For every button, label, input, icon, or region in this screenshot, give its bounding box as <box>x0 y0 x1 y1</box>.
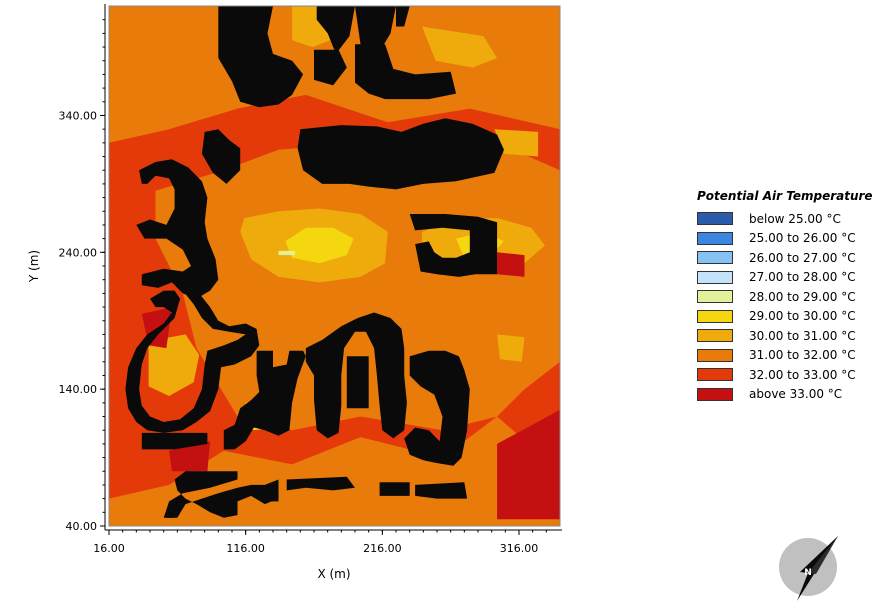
y-axis-title: Y (m) <box>27 250 41 283</box>
legend-label: 32.00 to 33.00 °C <box>749 367 856 382</box>
legend-label: below 25.00 °C <box>749 211 841 226</box>
building <box>166 509 175 518</box>
building <box>141 432 208 450</box>
legend-label: 25.00 to 26.00 °C <box>749 231 856 246</box>
building <box>201 129 241 184</box>
x-tick-label: 116.00 <box>226 542 265 555</box>
legend-item: below 25.00 °C <box>697 209 873 229</box>
building <box>355 44 457 100</box>
legend-swatch <box>697 368 733 382</box>
y-tick-label: 340.00 <box>59 109 98 122</box>
building <box>379 482 410 496</box>
building <box>314 49 347 86</box>
legend-swatch <box>697 329 733 343</box>
x-axis-ticks: 16.00 116.00 216.00 316.00 <box>93 530 547 555</box>
legend-label: 31.00 to 32.00 °C <box>749 348 856 363</box>
y-tick-label: 140.00 <box>59 383 98 396</box>
x-tick-label: 216.00 <box>363 542 402 555</box>
legend-swatch <box>697 387 733 401</box>
building <box>163 471 279 518</box>
temperature-zone <box>148 334 200 396</box>
y-tick-label: 240.00 <box>59 246 98 259</box>
axes: 16.00 116.00 216.00 316.00 40.00 140.00 240.0… <box>59 4 562 555</box>
temperature-zone <box>497 334 525 362</box>
legend-item: 25.00 to 26.00 °C <box>697 229 873 249</box>
legend-swatch <box>697 270 733 284</box>
legend-swatch <box>697 231 733 245</box>
legend-item: 32.00 to 33.00 °C <box>697 365 873 385</box>
legend-label: above 33.00 °C <box>749 387 843 402</box>
y-axis-ticks: 40.00 140.00 240.00 340.00 <box>59 19 105 533</box>
legend-item: 31.00 to 32.00 °C <box>697 346 873 366</box>
building <box>125 290 260 433</box>
legend-swatch <box>697 290 733 304</box>
legend-label: 29.00 to 30.00 °C <box>749 309 856 324</box>
y-tick-label: 40.00 <box>66 520 98 533</box>
temperature-zone <box>422 26 498 68</box>
legend-item: 30.00 to 31.00 °C <box>697 326 873 346</box>
temperature-zone <box>285 227 354 264</box>
building <box>316 370 334 417</box>
building <box>415 482 468 499</box>
legend-item: 27.00 to 28.00 °C <box>697 268 873 288</box>
legend-label: 30.00 to 31.00 °C <box>749 328 856 343</box>
legend-item: 28.00 to 29.00 °C <box>697 287 873 307</box>
legend-label: 26.00 to 27.00 °C <box>749 250 856 265</box>
building <box>396 6 410 27</box>
building <box>409 214 498 277</box>
building <box>286 476 355 491</box>
legend-swatch <box>697 348 733 362</box>
legend-item: above 33.00 °C <box>697 385 873 405</box>
temperature-zone <box>494 129 539 157</box>
legend-items: below 25.00 °C 25.00 to 26.00 °C 26.00 to … <box>697 209 873 404</box>
legend-title: Potential Air Temperature <box>697 189 873 203</box>
x-axis-title: X (m) <box>317 567 350 581</box>
x-tick-label: 16.00 <box>93 542 125 555</box>
temperature-zone <box>278 250 295 256</box>
legend-item: 26.00 to 27.00 °C <box>697 248 873 268</box>
plot-area <box>109 6 560 526</box>
buildings <box>125 6 504 518</box>
building <box>404 350 470 466</box>
legend: Potential Air Temperature below 25.00 °C… <box>697 189 873 404</box>
legend-label: 28.00 to 29.00 °C <box>749 289 856 304</box>
building <box>218 6 304 108</box>
plot-frame <box>108 5 561 527</box>
building <box>316 6 355 54</box>
legend-swatch <box>697 212 733 226</box>
temperature-zone <box>497 252 525 277</box>
building <box>297 118 504 190</box>
building <box>223 350 306 450</box>
north-arrow-label: N <box>804 568 812 578</box>
north-arrow-icon: N <box>779 536 838 601</box>
building <box>346 356 369 409</box>
legend-swatch <box>697 251 733 265</box>
temperature-zone <box>497 409 560 520</box>
temperature-zone <box>169 441 211 472</box>
legend-swatch <box>697 309 733 323</box>
legend-label: 27.00 to 28.00 °C <box>749 270 856 285</box>
legend-item: 29.00 to 30.00 °C <box>697 307 873 327</box>
building <box>264 490 279 502</box>
x-tick-label: 316.00 <box>500 542 539 555</box>
building <box>136 159 219 299</box>
